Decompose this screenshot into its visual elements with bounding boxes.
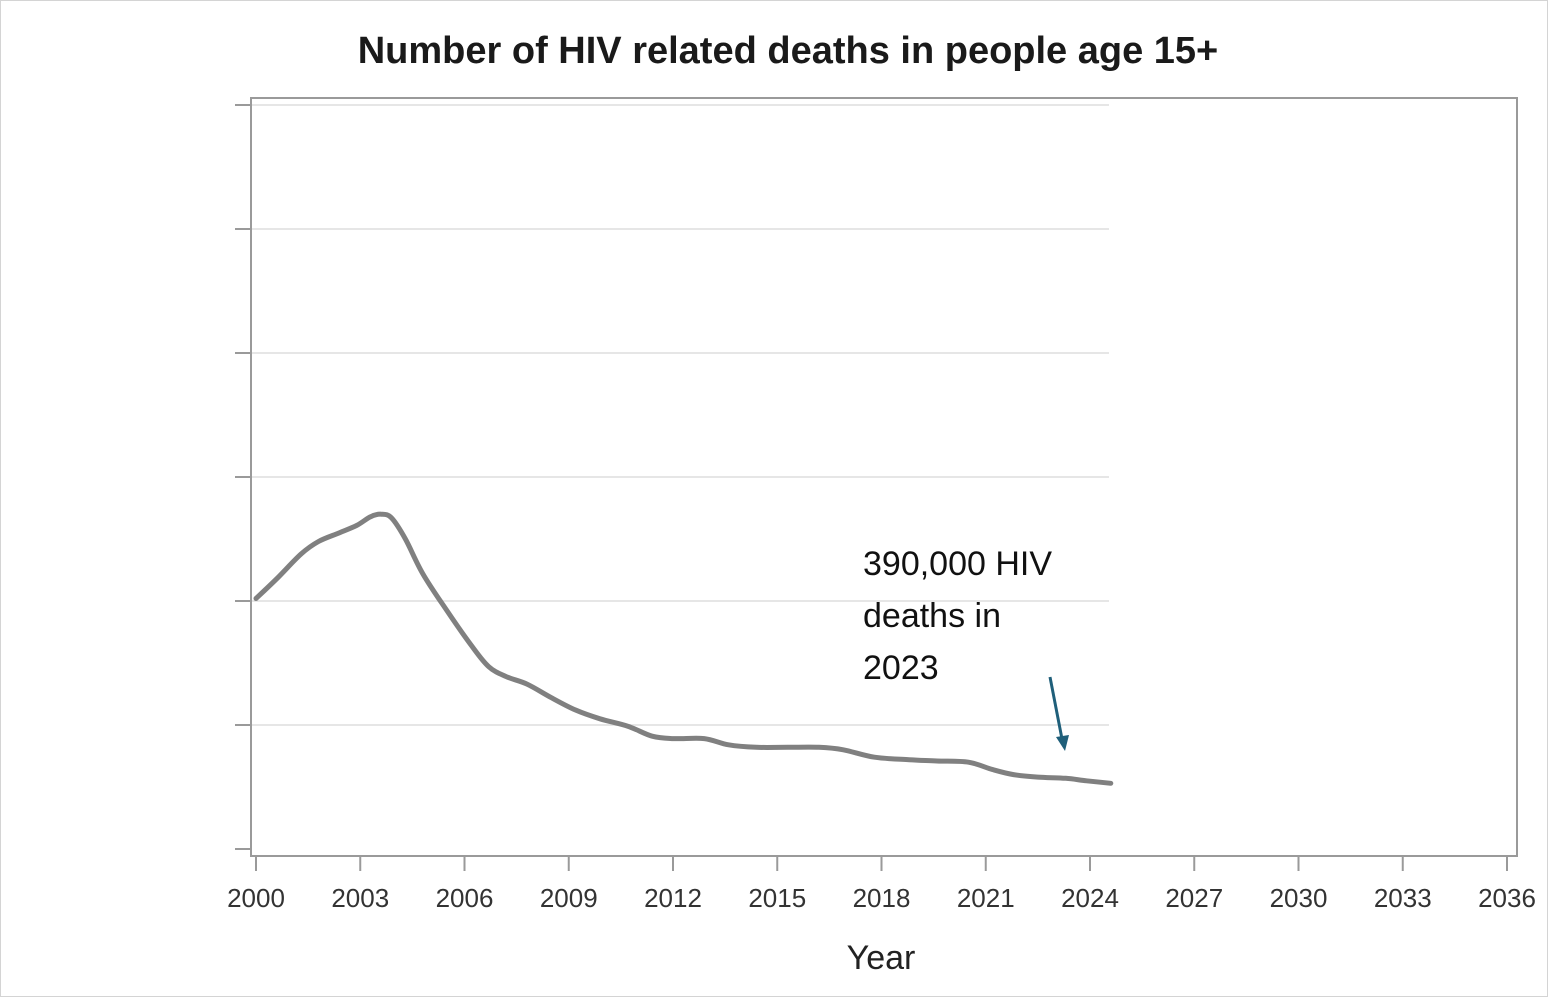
annotation-line-2: deaths in bbox=[863, 597, 1001, 635]
x-tick-label: 2021 bbox=[957, 883, 1015, 913]
x-tick-label: 2000 bbox=[227, 883, 285, 913]
x-axis-ticks bbox=[255, 857, 1508, 871]
x-tick-label: 2018 bbox=[853, 883, 911, 913]
x-axis-tick-labels: 2000 2003 2006 2009 2012 2015 2018 2021 2024 2027… bbox=[227, 883, 1536, 913]
x-tick-label: 2030 bbox=[1270, 883, 1328, 913]
x-axis-title: Year bbox=[847, 939, 916, 977]
x-tick-label: 2012 bbox=[644, 883, 702, 913]
annotation-line-1: 390,000 HIV bbox=[863, 545, 1052, 583]
x-tick-label: 2036 bbox=[1478, 883, 1536, 913]
grid-lines bbox=[252, 104, 1109, 726]
x-tick-label: 2027 bbox=[1165, 883, 1223, 913]
annotation-2023: 390,000 HIV deaths in 2023 bbox=[863, 545, 1069, 751]
annotation-arrow-head bbox=[1056, 735, 1069, 751]
y-axis-ticks bbox=[235, 104, 250, 850]
x-tick-label: 2033 bbox=[1374, 883, 1432, 913]
series-line-hiv-deaths bbox=[253, 511, 1114, 786]
x-tick-label: 2006 bbox=[436, 883, 494, 913]
chart-title: Number of HIV related deaths in people a… bbox=[358, 30, 1219, 72]
x-tick-label: 2015 bbox=[748, 883, 806, 913]
x-tick-label: 2009 bbox=[540, 883, 598, 913]
x-tick-label: 2024 bbox=[1061, 883, 1119, 913]
x-tick-label: 2003 bbox=[331, 883, 389, 913]
annotation-arrow bbox=[1048, 676, 1064, 740]
annotation-line-3: 2023 bbox=[863, 649, 939, 687]
